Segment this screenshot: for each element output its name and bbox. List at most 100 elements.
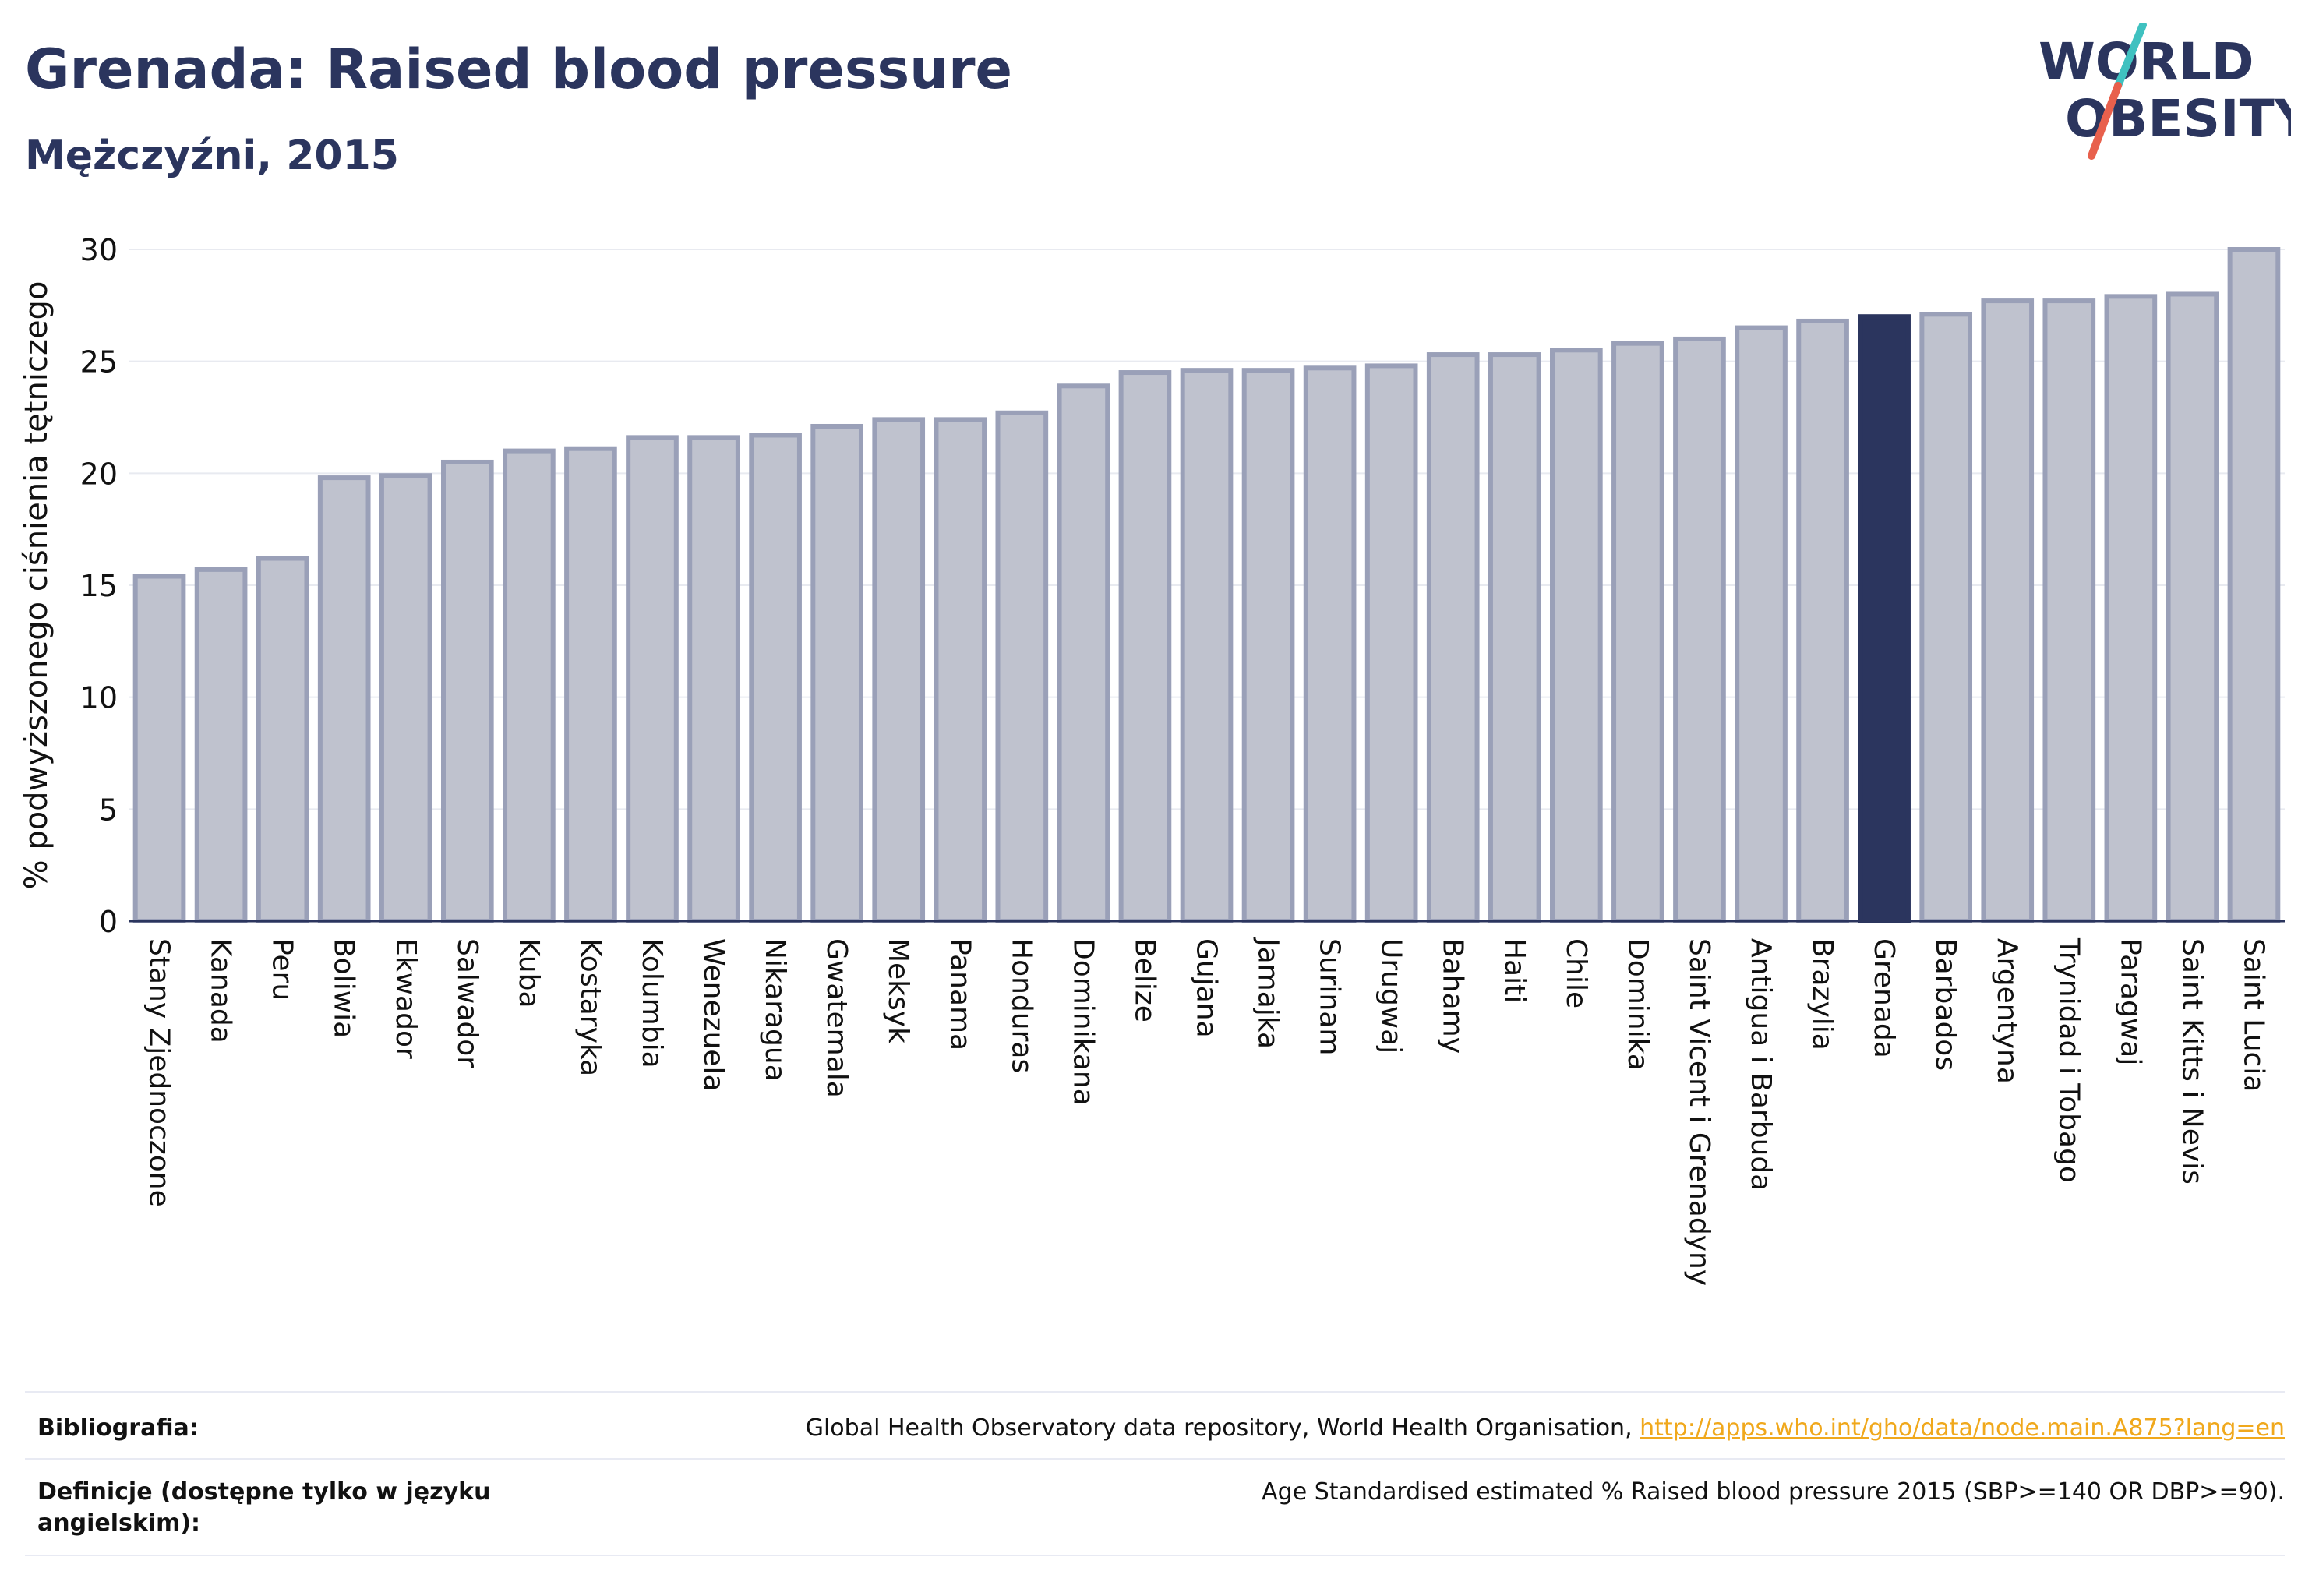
y-tick-label: 0 — [99, 905, 118, 939]
x-tick-label: Paragwaj — [2114, 938, 2146, 1065]
x-axis-labels: Stany Zjednoczone Kanada Peru Boliwia Ekwado… — [143, 937, 2270, 1286]
bar-gwatemala — [810, 423, 863, 923]
bibliography-row: Bibliografia: Global Health Observatory … — [25, 1413, 2285, 1460]
x-tick-label: Salwador — [451, 938, 483, 1068]
bibliography-label: Bibliografia: — [37, 1414, 199, 1442]
x-tick-label: Boliwia — [328, 938, 360, 1038]
x-tick-label: Haiti — [1498, 938, 1530, 1003]
x-tick-label: Jamajka — [1252, 937, 1284, 1049]
y-tick-label: 30 — [80, 233, 118, 267]
footer-rule-bottom — [25, 1555, 2285, 1556]
x-tick-label: Ekwador — [390, 938, 422, 1059]
bar-dominikana — [1057, 383, 1110, 924]
definitions-label: Definicje (dostępne tylko w języku angie… — [37, 1477, 490, 1539]
x-tick-label: Nikaragua — [759, 938, 791, 1082]
bar-belize — [1118, 370, 1172, 924]
bar-paragwaj — [2104, 294, 2158, 923]
bar-boliwia — [317, 475, 371, 923]
y-tick-label: 25 — [80, 345, 118, 380]
x-tick-label: Gujana — [1191, 938, 1223, 1038]
bar-argentyna — [1981, 298, 2035, 923]
y-tick-label: 10 — [80, 681, 118, 715]
x-tick-label: Wenezuela — [697, 938, 729, 1092]
x-tick-label: Antigua i Barbuda — [1745, 938, 1777, 1191]
bar-nikaragua — [749, 433, 802, 923]
bar-jamajka — [1241, 368, 1295, 924]
logo-world-text: WORLD — [2038, 32, 2254, 92]
x-tick-label: Honduras — [1005, 938, 1037, 1073]
bar-saint-vicent-i-grenadyny — [1673, 336, 1726, 923]
bar-meksyk — [872, 417, 926, 923]
y-axis-ticks: 0 5 10 15 20 25 30 — [80, 233, 118, 939]
bar-kuba — [503, 448, 556, 924]
bar-panama — [934, 417, 987, 923]
x-tick-label: Kolumbia — [636, 938, 668, 1068]
bar-bahamy — [1426, 352, 1480, 923]
bar-barbados — [1919, 312, 1973, 923]
x-tick-label: Bahamy — [1437, 938, 1469, 1054]
bar-ekwador — [379, 473, 432, 923]
bar-saint-kitts-i-nevis — [2166, 291, 2219, 923]
bar-chart: 0 5 10 15 20 25 30 Stany Zjednoczone Kanada Peru… — [19, 233, 2285, 1286]
bibliography-value: Global Health Observatory data repositor… — [806, 1413, 2285, 1444]
chart-title: Grenada: Raised blood pressure — [25, 37, 1013, 101]
x-tick-label: Belize — [1128, 938, 1160, 1022]
x-tick-label: Panama — [944, 938, 976, 1050]
bar-kostaryka — [564, 446, 617, 923]
x-tick-label: Meksyk — [882, 938, 914, 1043]
bar-peru — [256, 556, 309, 923]
x-tick-label: Saint Lucia — [2237, 938, 2269, 1092]
bars — [132, 247, 2281, 924]
world-obesity-logo: WORLD OBESITY — [2038, 23, 2291, 160]
bibliography-link[interactable]: http://apps.who.int/gho/data/node.main.A… — [1640, 1414, 2285, 1442]
bar-grenada — [1858, 314, 1911, 923]
x-tick-label: Argentyna — [1991, 938, 2023, 1084]
x-tick-label: Dominikana — [1067, 938, 1099, 1106]
bar-dominika — [1611, 341, 1664, 923]
bar-wenezuela — [687, 435, 740, 923]
y-tick-label: 5 — [99, 793, 118, 827]
x-tick-label: Barbados — [1929, 938, 1961, 1071]
logo-slash-top — [2114, 23, 2147, 90]
bar-kanada — [194, 567, 248, 923]
y-tick-label: 20 — [80, 457, 118, 491]
x-tick-label: Grenada — [1868, 938, 1900, 1058]
footer-rule-top — [25, 1391, 2285, 1393]
definitions-label-line1: Definicje (dostępne tylko w języku — [37, 1478, 491, 1506]
bar-trynidad-i-tobago — [2042, 298, 2096, 923]
x-tick-label: Kuba — [513, 938, 545, 1008]
x-tick-label: Saint Kitts i Nevis — [2176, 938, 2208, 1185]
x-tick-label: Surinam — [1314, 938, 1346, 1055]
x-tick-label: Urugwaj — [1375, 938, 1407, 1054]
bibliography-text: Global Health Observatory data repositor… — [805, 1414, 1640, 1442]
bar-urugwaj — [1364, 363, 1418, 923]
bar-honduras — [995, 410, 1049, 923]
bar-antigua-i-barbuda — [1735, 325, 1788, 924]
x-tick-label: Gwatemala — [821, 938, 852, 1098]
x-tick-label: Kanada — [205, 938, 237, 1043]
bar-surinam — [1303, 365, 1357, 923]
x-tick-label: Chile — [1560, 938, 1592, 1008]
bar-haiti — [1488, 352, 1541, 923]
definitions-label-line2: angielskim): — [37, 1509, 201, 1537]
definitions-value: Age Standardised estimated % Raised bloo… — [1262, 1478, 2285, 1506]
x-tick-label: Trynidad i Tobago — [2053, 937, 2084, 1183]
x-tick-label: Kostaryka — [574, 938, 606, 1076]
bar-chile — [1550, 348, 1603, 924]
footer-rule-middle — [25, 1458, 2285, 1460]
x-tick-label: Dominika — [1622, 938, 1654, 1071]
bar-salwador — [440, 459, 494, 923]
bar-gujana — [1180, 368, 1234, 924]
bar-kolumbia — [626, 435, 679, 923]
bar-stany-zjednoczone — [132, 574, 186, 923]
logo-slash-bottom — [2088, 82, 2122, 160]
y-tick-label: 15 — [80, 569, 118, 603]
x-tick-label: Stany Zjednoczone — [143, 938, 175, 1207]
bar-brazylia — [1796, 318, 1849, 924]
definitions-row: Definicje (dostępne tylko w języku angie… — [25, 1477, 2285, 1547]
x-tick-label: Saint Vicent i Grenadyny — [1683, 938, 1715, 1286]
x-tick-label: Brazylia — [1806, 938, 1838, 1050]
bar-saint-lucia — [2227, 247, 2281, 923]
x-tick-label: Peru — [267, 938, 298, 1001]
chart-subtitle: Mężczyźni, 2015 — [25, 132, 399, 179]
